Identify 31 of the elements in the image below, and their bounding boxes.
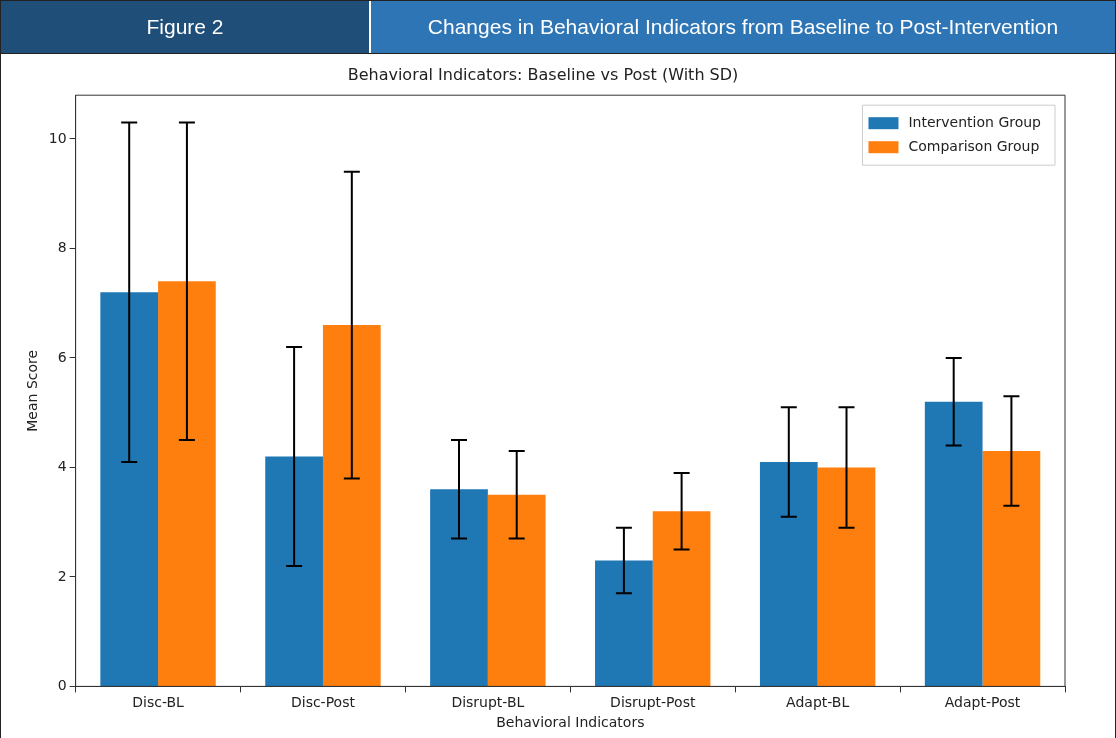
y-tick-label: 10 [48,129,67,146]
y-tick-label: 6 [57,348,67,365]
caption: Figure 2 [1,1,371,53]
bar [817,467,876,686]
bar [652,511,711,686]
x-tick-label: Adapt-BL [786,694,850,711]
x-axis-title: Behavioral Indicators [496,714,645,731]
y-tick-label: 8 [57,239,67,256]
x-tick-label: Adapt-Post [944,694,1021,711]
bar [265,456,323,686]
bar [924,401,983,686]
bar [595,560,653,686]
y-tick-label: 4 [57,458,67,475]
chart-title: Behavioral Indicators: Baseline vs Post (With SD) [347,64,739,84]
y-tick-label: 2 [57,567,67,584]
legend-label: Comparison Group [908,137,1040,154]
bar [100,292,159,686]
x-tick-label: Disc-BL [132,694,185,711]
y-tick-label: 0 [57,677,67,694]
bar [759,461,818,686]
bar [487,494,546,686]
text: Changes in Behavioral Indicators from Baseline to Post-Intervention [371,1,1115,53]
x-tick-label: Disrupt-BL [451,694,525,711]
bar [430,489,488,686]
x-tick-label: Disrupt-Post [610,694,696,711]
x-tick-label: Disc-Post [290,694,356,711]
y-axis-title: Mean Score [24,349,41,432]
bar [158,281,216,686]
bar [322,325,381,686]
bar [982,451,1041,686]
legend-label: Intervention Group [908,113,1042,130]
